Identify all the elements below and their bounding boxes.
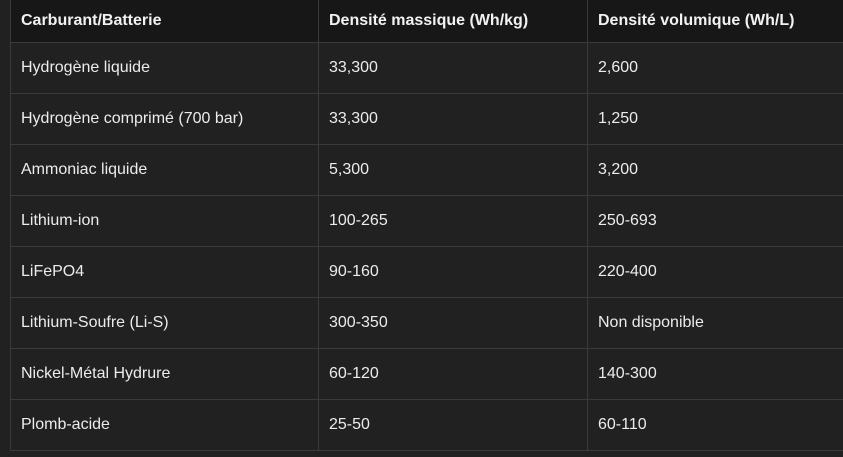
cell-volume-density: 220-400 xyxy=(587,245,843,298)
table-row: LiFePO4 90-160 220-400 xyxy=(10,245,843,298)
cell-name: Hydrogène liquide xyxy=(10,41,319,94)
cell-mass-density: 33,300 xyxy=(318,92,588,145)
cell-mass-density: 300-350 xyxy=(318,296,588,349)
energy-density-table-container: Carburant/Batterie Densité massique (Wh/… xyxy=(10,0,843,457)
table-row: Lithium-Soufre (Li-S) 300-350 Non dispon… xyxy=(10,296,843,349)
header-mass-density: Densité massique (Wh/kg) xyxy=(318,0,588,43)
energy-density-table: Carburant/Batterie Densité massique (Wh/… xyxy=(10,0,843,451)
cell-volume-density: 3,200 xyxy=(587,143,843,196)
cell-volume-density: Non disponible xyxy=(587,296,843,349)
header-fuel-battery: Carburant/Batterie xyxy=(10,0,319,43)
cell-mass-density: 90-160 xyxy=(318,245,588,298)
table-row: Nickel-Métal Hydrure 60-120 140-300 xyxy=(10,347,843,400)
cell-volume-density: 2,600 xyxy=(587,41,843,94)
cell-mass-density: 100-265 xyxy=(318,194,588,247)
table-header: Carburant/Batterie Densité massique (Wh/… xyxy=(10,0,843,43)
table-row: Lithium-ion 100-265 250-693 xyxy=(10,194,843,247)
table-row: Plomb-acide 25-50 60-110 xyxy=(10,398,843,451)
cell-volume-density: 60-110 xyxy=(587,398,843,451)
cell-name: LiFePO4 xyxy=(10,245,319,298)
cell-name: Nickel-Métal Hydrure xyxy=(10,347,319,400)
cell-name: Lithium-ion xyxy=(10,194,319,247)
header-volume-density: Densité volumique (Wh/L) xyxy=(587,0,843,43)
cell-name: Lithium-Soufre (Li-S) xyxy=(10,296,319,349)
cell-mass-density: 25-50 xyxy=(318,398,588,451)
cell-volume-density: 140-300 xyxy=(587,347,843,400)
cell-name: Hydrogène comprimé (700 bar) xyxy=(10,92,319,145)
table-row: Hydrogène comprimé (700 bar) 33,300 1,25… xyxy=(10,92,843,145)
cell-volume-density: 250-693 xyxy=(587,194,843,247)
cell-name: Plomb-acide xyxy=(10,398,319,451)
header-row: Carburant/Batterie Densité massique (Wh/… xyxy=(10,0,843,43)
cell-mass-density: 33,300 xyxy=(318,41,588,94)
table-row: Hydrogène liquide 33,300 2,600 xyxy=(10,41,843,94)
cell-volume-density: 1,250 xyxy=(587,92,843,145)
table-body: Hydrogène liquide 33,300 2,600 Hydrogène… xyxy=(10,41,843,451)
cell-mass-density: 60-120 xyxy=(318,347,588,400)
table-row: Ammoniac liquide 5,300 3,200 xyxy=(10,143,843,196)
cell-name: Ammoniac liquide xyxy=(10,143,319,196)
cell-mass-density: 5,300 xyxy=(318,143,588,196)
